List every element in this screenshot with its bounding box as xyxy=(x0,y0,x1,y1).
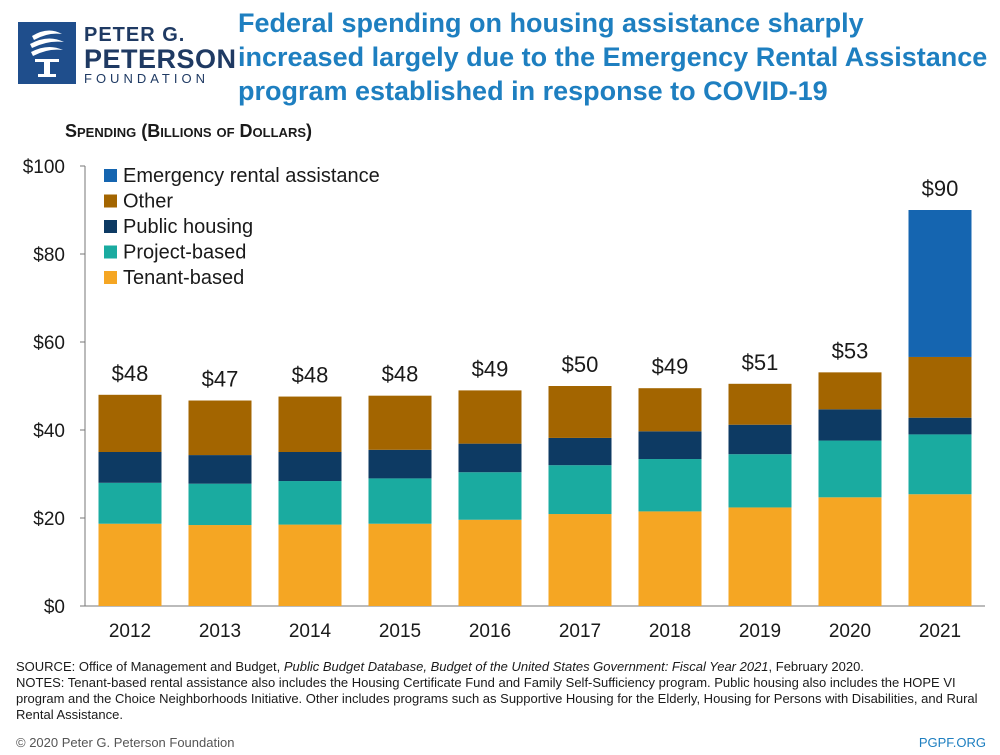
x-tick-label-2014: 2014 xyxy=(289,621,332,642)
legend-label-other: Other xyxy=(123,191,173,213)
bar-segment-public-housing-2014 xyxy=(278,452,342,482)
copyright-text: © 2020 Peter G. Peterson Foundation xyxy=(16,735,235,750)
bar-segment-tenant-based-2016 xyxy=(458,519,522,606)
x-tick-label-2013: 2013 xyxy=(199,621,241,642)
bar-total-label-2019: $51 xyxy=(742,350,779,375)
legend-swatch-public-housing xyxy=(104,220,117,233)
bar-segment-public-housing-2013 xyxy=(188,455,252,484)
bar-segment-project-based-2020 xyxy=(818,440,882,498)
source-note: SOURCE: Office of Management and Budget,… xyxy=(16,659,864,674)
y-axis-title: Spending (Billions of Dollars) xyxy=(65,121,312,141)
legend-swatch-emergency-rental-assistance xyxy=(104,169,117,182)
stacked-bar-chart: Spending (Billions of Dollars) $0 $20 $40 $6… xyxy=(23,121,985,642)
legend-label-public-housing: Public housing xyxy=(123,216,253,238)
logo-text-line1: PETER G. xyxy=(84,24,186,46)
y-tick-label: $80 xyxy=(33,245,65,266)
notes-text: NOTES: Tenant-based rental assistance al… xyxy=(16,675,978,722)
bar-segment-tenant-based-2021 xyxy=(908,494,972,606)
bar-segment-project-based-2021 xyxy=(908,434,972,495)
y-tick-label: $20 xyxy=(33,509,65,530)
bar-segment-public-housing-2021 xyxy=(908,417,972,435)
bar-segment-project-based-2016 xyxy=(458,472,522,520)
bar-segment-public-housing-2017 xyxy=(548,437,612,466)
bar-segment-tenant-based-2018 xyxy=(638,511,702,606)
legend-label-project-based: Project-based xyxy=(123,242,246,264)
bar-segment-emergency-rental-assistance-2021 xyxy=(908,210,972,357)
bar-total-label-2014: $48 xyxy=(292,363,329,388)
bar-segment-other-2020 xyxy=(818,372,882,410)
bar-total-label-2017: $50 xyxy=(562,352,599,377)
bar-segment-other-2016 xyxy=(458,390,522,444)
bar-segment-tenant-based-2013 xyxy=(188,525,252,606)
y-tick-label: $0 xyxy=(44,597,65,618)
legend-swatch-other xyxy=(104,194,117,208)
x-tick-label-2021: 2021 xyxy=(919,621,961,642)
bar-segment-other-2019 xyxy=(728,383,792,425)
bar-segment-public-housing-2018 xyxy=(638,431,702,460)
legend-label-tenant-based: Tenant-based xyxy=(123,267,244,289)
bar-segment-other-2015 xyxy=(368,395,432,450)
bar-segment-public-housing-2012 xyxy=(98,452,162,483)
x-tick-label-2019: 2019 xyxy=(739,621,781,642)
x-tick-label-2017: 2017 xyxy=(559,621,601,642)
bar-segment-public-housing-2015 xyxy=(368,449,432,479)
legend-swatch-tenant-based xyxy=(104,271,117,284)
bar-segment-public-housing-2016 xyxy=(458,443,522,473)
bar-segment-other-2014 xyxy=(278,396,342,452)
y-tick-label: $40 xyxy=(33,421,65,442)
x-tick-label-2012: 2012 xyxy=(109,621,151,642)
bar-segment-project-based-2018 xyxy=(638,459,702,512)
y-tick-label: $100 xyxy=(23,157,65,178)
bar-segment-project-based-2017 xyxy=(548,465,612,515)
bar-total-label-2020: $53 xyxy=(832,338,869,363)
y-tick-label: $60 xyxy=(33,333,65,354)
chart-title: Federal spending on housing assistance s… xyxy=(238,8,988,106)
bar-segment-other-2018 xyxy=(638,388,702,432)
x-tick-label-2018: 2018 xyxy=(649,621,691,642)
website-link[interactable]: PGPF.ORG xyxy=(918,735,986,750)
x-tick-label-2020: 2020 xyxy=(829,621,871,642)
bar-segment-tenant-based-2017 xyxy=(548,514,612,606)
logo-text-line3: FOUNDATION xyxy=(84,71,209,86)
x-tick-label-2015: 2015 xyxy=(379,621,421,642)
bar-segment-tenant-based-2020 xyxy=(818,497,882,606)
bar-segment-tenant-based-2019 xyxy=(728,507,792,606)
bar-segment-other-2017 xyxy=(548,386,612,438)
bar-segment-tenant-based-2014 xyxy=(278,524,342,606)
foundation-logo: PETER G. PETERSON FOUNDATION xyxy=(18,22,236,86)
bar-total-label-2021: $90 xyxy=(922,176,959,201)
bar-segment-project-based-2012 xyxy=(98,482,162,524)
bar-total-label-2015: $48 xyxy=(382,362,419,387)
bar-segment-tenant-based-2012 xyxy=(98,523,162,606)
bar-total-label-2012: $48 xyxy=(112,361,149,386)
bar-segment-other-2021 xyxy=(908,356,972,418)
bar-segment-project-based-2014 xyxy=(278,481,342,525)
legend-label-emergency-rental-assistance: Emergency rental assistance xyxy=(123,165,380,187)
legend-swatch-project-based xyxy=(104,245,117,259)
bar-segment-public-housing-2020 xyxy=(818,409,882,441)
x-tick-label-2016: 2016 xyxy=(469,621,511,642)
bar-segment-project-based-2015 xyxy=(368,478,432,524)
logo-text-line2: PETERSON xyxy=(84,44,237,74)
torch-logo-icon xyxy=(18,22,76,84)
bar-segment-public-housing-2019 xyxy=(728,424,792,455)
bar-segment-project-based-2019 xyxy=(728,454,792,508)
bar-total-label-2018: $49 xyxy=(652,354,689,379)
bar-total-label-2013: $47 xyxy=(202,367,239,392)
bar-segment-other-2012 xyxy=(98,394,162,452)
footnotes: SOURCE: Office of Management and Budget,… xyxy=(16,659,986,723)
bar-total-label-2016: $49 xyxy=(472,356,509,381)
bar-segment-project-based-2013 xyxy=(188,483,252,526)
bar-segment-tenant-based-2015 xyxy=(368,523,432,606)
bar-segment-other-2013 xyxy=(188,400,252,456)
